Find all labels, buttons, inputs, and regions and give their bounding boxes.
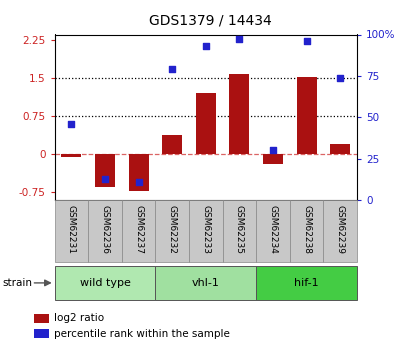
Bar xyxy=(256,200,290,262)
Bar xyxy=(323,200,357,262)
Bar xyxy=(122,200,155,262)
Text: GSM62238: GSM62238 xyxy=(302,205,311,254)
Bar xyxy=(34,314,49,323)
Text: percentile rank within the sample: percentile rank within the sample xyxy=(55,329,230,338)
Text: GSM62231: GSM62231 xyxy=(67,205,76,254)
Bar xyxy=(229,74,249,154)
Bar xyxy=(129,154,149,191)
Point xyxy=(303,38,310,44)
Text: GDS1379 / 14434: GDS1379 / 14434 xyxy=(149,14,271,28)
Bar xyxy=(155,200,189,262)
Text: log2 ratio: log2 ratio xyxy=(55,313,105,323)
Bar xyxy=(256,266,357,300)
Bar xyxy=(61,154,81,157)
Text: GSM62235: GSM62235 xyxy=(235,205,244,254)
Text: GSM62234: GSM62234 xyxy=(268,205,278,254)
Text: GSM62232: GSM62232 xyxy=(168,205,177,254)
Point xyxy=(270,148,276,153)
Point xyxy=(68,121,75,127)
Text: strain: strain xyxy=(2,278,32,288)
Text: GSM62236: GSM62236 xyxy=(100,205,110,254)
Bar xyxy=(297,77,317,154)
Bar xyxy=(189,200,223,262)
Bar xyxy=(155,266,256,300)
Bar xyxy=(330,144,350,154)
Bar xyxy=(223,200,256,262)
Text: GSM62239: GSM62239 xyxy=(336,205,345,254)
Point xyxy=(169,67,176,72)
Point xyxy=(202,43,209,49)
Point xyxy=(102,176,108,181)
Bar xyxy=(55,200,88,262)
Bar xyxy=(162,135,182,154)
Point xyxy=(135,179,142,185)
Bar xyxy=(196,93,216,154)
Point xyxy=(236,37,243,42)
Text: GSM62237: GSM62237 xyxy=(134,205,143,254)
Bar xyxy=(290,200,323,262)
Point xyxy=(337,75,344,80)
Bar xyxy=(95,154,115,187)
Bar xyxy=(34,329,49,338)
Bar xyxy=(55,266,155,300)
Bar xyxy=(88,200,122,262)
Text: vhl-1: vhl-1 xyxy=(192,278,220,288)
Text: GSM62233: GSM62233 xyxy=(201,205,210,254)
Text: hif-1: hif-1 xyxy=(294,278,319,288)
Bar xyxy=(263,154,283,165)
Text: wild type: wild type xyxy=(79,278,131,288)
